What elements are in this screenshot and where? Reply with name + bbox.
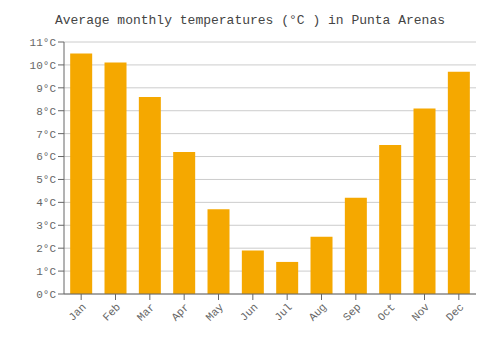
svg-text:May: May	[204, 301, 227, 324]
svg-text:Jul: Jul	[272, 301, 294, 323]
svg-text:Aug: Aug	[307, 301, 329, 323]
svg-text:5°C: 5°C	[36, 174, 56, 186]
svg-text:1°C: 1°C	[36, 266, 56, 278]
svg-text:11°C: 11°C	[30, 37, 57, 49]
svg-text:Dec: Dec	[444, 301, 466, 323]
svg-text:Jan: Jan	[66, 301, 88, 323]
svg-text:2°C: 2°C	[36, 243, 56, 255]
svg-text:3°C: 3°C	[36, 220, 56, 232]
svg-text:6°C: 6°C	[36, 151, 56, 163]
svg-text:Jun: Jun	[238, 301, 260, 323]
svg-text:0°C: 0°C	[36, 289, 56, 301]
svg-text:Nov: Nov	[410, 301, 433, 324]
svg-text:Sep: Sep	[341, 301, 363, 323]
svg-text:4°C: 4°C	[36, 197, 56, 209]
svg-text:Apr: Apr	[169, 301, 191, 323]
svg-text:Oct: Oct	[375, 301, 397, 323]
svg-text:7°C: 7°C	[36, 129, 56, 141]
svg-text:9°C: 9°C	[36, 83, 56, 95]
svg-text:10°C: 10°C	[30, 60, 57, 72]
html-text:Average monthly temperatures (: Average monthly temperatures (°C ) in Pu…	[55, 13, 445, 28]
svg-text:Mar: Mar	[135, 301, 157, 323]
svg-text:Feb: Feb	[101, 301, 123, 323]
svg-text:8°C: 8°C	[36, 106, 56, 118]
